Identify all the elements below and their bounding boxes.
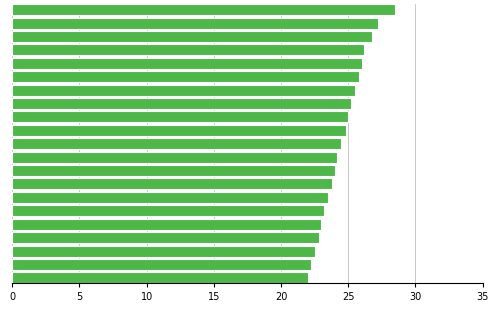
Bar [12, 272, 308, 283]
Bar [12, 112, 348, 122]
Bar [12, 192, 328, 203]
Bar [12, 179, 332, 190]
Bar [12, 219, 321, 230]
Bar [12, 125, 346, 136]
Bar [12, 18, 378, 28]
Bar [12, 58, 362, 69]
Bar [12, 152, 338, 163]
Bar [12, 259, 311, 270]
Bar [12, 31, 372, 42]
Bar [12, 44, 364, 55]
Bar [12, 98, 351, 109]
Bar [12, 85, 355, 96]
Bar [12, 165, 335, 176]
Bar [12, 205, 324, 216]
Bar [12, 246, 315, 257]
Bar [12, 232, 318, 243]
Bar [12, 4, 395, 15]
Bar [12, 71, 359, 82]
Bar [12, 138, 342, 149]
